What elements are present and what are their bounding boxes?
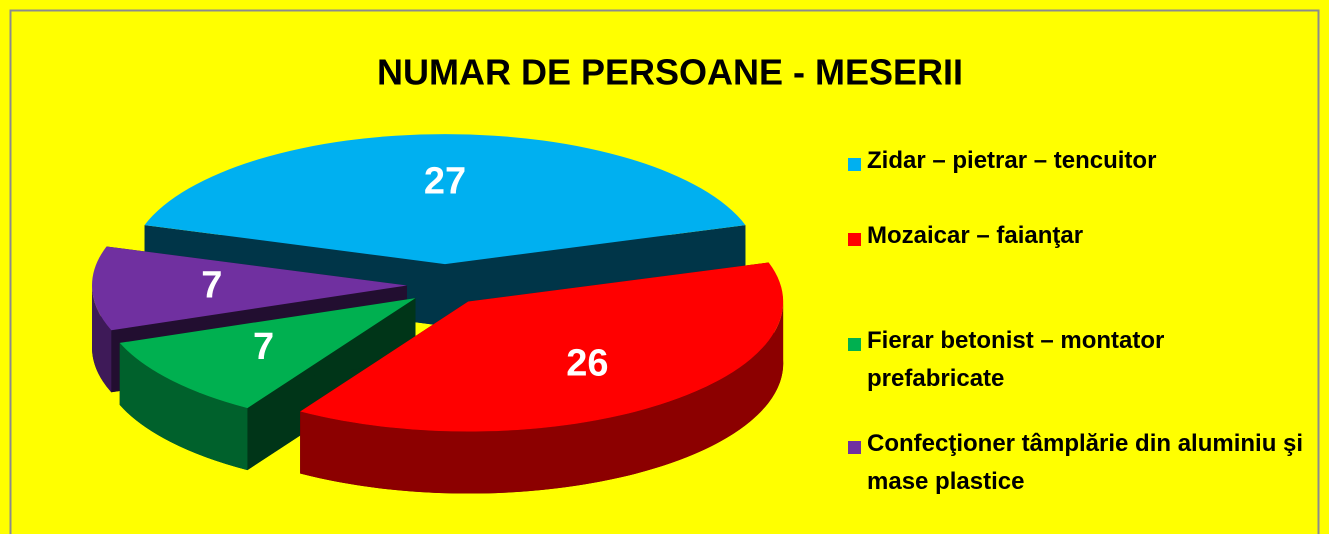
- slice-top: [144, 134, 746, 265]
- legend-item: Fierar betonist – montator prefabricate: [848, 327, 1318, 398]
- pie-slice: [300, 262, 784, 494]
- slice-top: [119, 298, 416, 409]
- chart-border: [9, 9, 1320, 534]
- data-label: 27: [424, 161, 466, 203]
- slice-wall: [300, 301, 784, 494]
- legend-swatch: [848, 338, 861, 351]
- slice-wall: [119, 342, 248, 471]
- data-label: 7: [253, 326, 274, 368]
- legend-label: Fierar betonist – montator prefabricate: [867, 327, 1165, 392]
- pie-slice: [119, 298, 416, 471]
- slice-wall: [92, 285, 112, 393]
- data-label: 26: [566, 342, 608, 384]
- legend-label: Mozaicar – faianţar: [867, 222, 1084, 249]
- legend-swatch: [848, 441, 861, 454]
- legend-item: Zidar – pietrar – tencuitor: [848, 147, 1318, 180]
- legend-item: Confecţioner tâmplărie din aluminiu şi m…: [848, 430, 1318, 501]
- legend-swatch: [848, 158, 861, 171]
- slice-top: [92, 246, 408, 331]
- legend-item: Mozaicar – faianţar: [848, 222, 1318, 255]
- chart-title: NUMAR DE PERSOANE - MESERII: [377, 52, 963, 93]
- data-label: 7: [201, 264, 222, 306]
- legend-label: Confecţioner tâmplărie din aluminiu şi m…: [867, 430, 1304, 495]
- slice-top: [300, 262, 784, 432]
- legend-swatch: [848, 233, 861, 246]
- legend-label: Zidar – pietrar – tencuitor: [867, 147, 1157, 174]
